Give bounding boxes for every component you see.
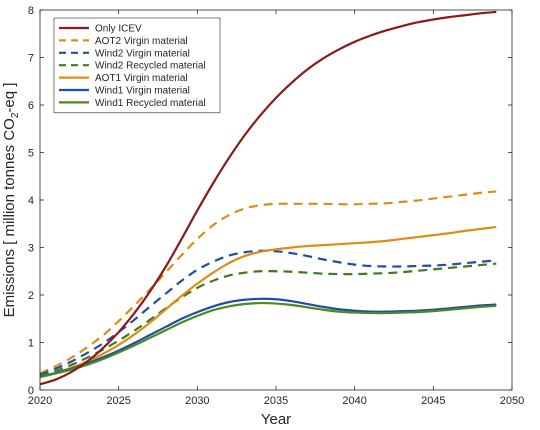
y-tick-label: 0 (28, 385, 34, 397)
y-tick-label: 6 (28, 100, 34, 112)
y-tick-label: 7 (28, 53, 34, 65)
legend-label: Only ICEV (95, 24, 142, 35)
y-axis-title-tail: -eq ] (1, 83, 18, 113)
y-tick-label: 4 (28, 195, 34, 207)
series-line-1 (39, 190, 497, 375)
x-tick-label: 2020 (28, 395, 52, 407)
y-tick-label: 5 (28, 148, 34, 160)
x-tick-label: 2050 (500, 395, 524, 407)
y-tick-label: 8 (28, 5, 34, 17)
y-axis-title-subscript: 2 (10, 112, 21, 118)
x-tick-label: 2030 (185, 395, 209, 407)
series-line-0 (39, 10, 497, 386)
legend-label: AOT2 Virgin material (95, 36, 188, 47)
legend-label: Wind1 Recycled material (95, 98, 206, 109)
series-line-5 (39, 297, 497, 378)
series-line-6 (39, 301, 497, 379)
legend-label: Wind2 Virgin material (95, 48, 190, 59)
y-tick-label: 1 (28, 338, 34, 350)
series-line-4 (39, 225, 497, 378)
plot-lines-layer (39, 10, 497, 386)
x-tick-label: 2040 (342, 395, 366, 407)
y-axis-title: Emissions [ million tonnes CO2-eq ] (1, 83, 21, 318)
series-line-3 (39, 262, 497, 377)
x-tick-label: 2025 (106, 395, 130, 407)
y-tick-label: 3 (28, 243, 34, 255)
axis-ticks-layer: 2020 2025 2030 2035 2040 2045 2050 0 1 2 3 4 5 6 7 8 (28, 5, 524, 407)
x-tick-label: 2035 (264, 395, 288, 407)
legend-label: AOT1 Virgin material (95, 73, 188, 84)
x-tick-label: 2045 (421, 395, 445, 407)
legend-label: Wind1 Virgin material (95, 86, 190, 97)
y-tick-label: 2 (28, 290, 34, 302)
y-axis-title-main: Emissions [ million tonnes CO (1, 118, 18, 317)
legend-label: Wind2 Recycled material (95, 61, 206, 72)
legend-box (53, 17, 221, 114)
x-axis-title: Year (261, 411, 291, 428)
